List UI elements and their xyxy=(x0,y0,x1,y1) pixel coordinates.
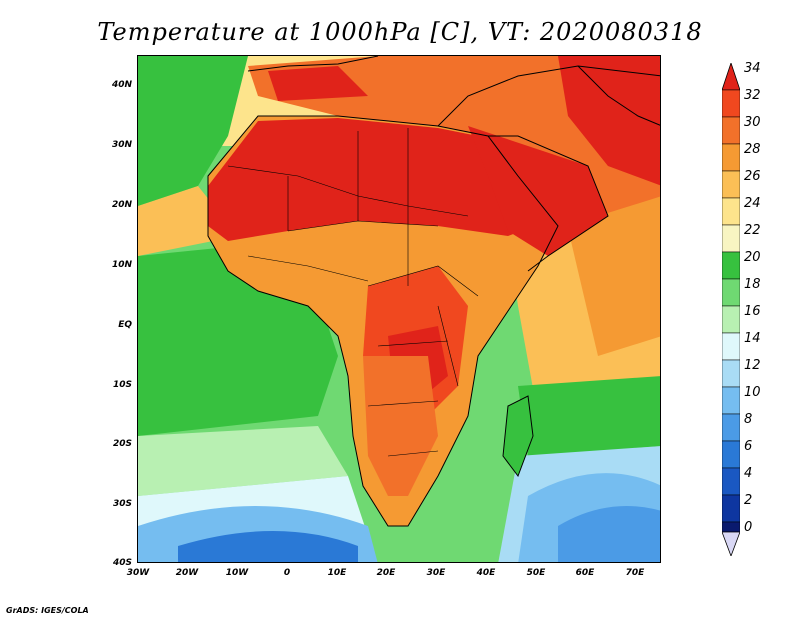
colorbar-16-18 xyxy=(722,305,740,334)
y-tick-30n: 30N xyxy=(111,140,132,150)
colorbar-label-0: 0 xyxy=(744,520,753,535)
colorbar-2-4 xyxy=(722,494,740,523)
colorbar-label-34: 34 xyxy=(744,61,761,76)
colorbar-4-6 xyxy=(722,467,740,496)
y-tick-10s: 10S xyxy=(112,380,132,390)
colorbar-label-6: 6 xyxy=(744,439,753,454)
colorbar-label-24: 24 xyxy=(744,196,761,211)
x-tick-30e: 30E xyxy=(426,568,446,578)
colorbar-label-30: 30 xyxy=(744,115,761,130)
colorbar-8-10 xyxy=(722,413,740,442)
y-tick-30s: 30S xyxy=(112,499,132,509)
colorbar-label-8: 8 xyxy=(744,412,753,427)
colorbar-label-22: 22 xyxy=(744,223,761,238)
x-tick-40e: 40E xyxy=(476,568,496,578)
colorbar-label-20: 20 xyxy=(744,250,761,265)
colorbar xyxy=(722,63,740,556)
y-tick-eq: EQ xyxy=(118,320,132,330)
colorbar-12-14 xyxy=(722,359,740,388)
colorbar-label-14: 14 xyxy=(744,331,761,346)
y-tick-10n: 10N xyxy=(111,260,132,270)
credit-text: GrADS: IGES/COLA xyxy=(6,606,89,615)
x-tick-60e: 60E xyxy=(575,568,595,578)
y-tick-20n: 20N xyxy=(111,200,132,210)
x-tick-50e: 50E xyxy=(526,568,546,578)
colorbar-24-26 xyxy=(722,197,740,226)
x-tick-0: 0 xyxy=(283,568,291,578)
colorbar-label-26: 26 xyxy=(744,169,761,184)
map-graphic xyxy=(138,56,660,562)
colorbar-28-30 xyxy=(722,143,740,172)
colorbar-22-24 xyxy=(722,224,740,253)
y-tick-20s: 20S xyxy=(112,439,132,449)
colorbar-30-32 xyxy=(722,116,740,145)
y-tick-40n: 40N xyxy=(111,80,132,90)
x-tick-10e: 10E xyxy=(327,568,347,578)
x-tick-10w: 10W xyxy=(225,568,249,578)
colorbar-bottom-arrow xyxy=(722,531,740,556)
colorbar-26-28 xyxy=(722,170,740,199)
colorbar-label-4: 4 xyxy=(744,466,753,481)
colorbar-label-12: 12 xyxy=(744,358,761,373)
temperature-map xyxy=(137,55,661,563)
x-tick-30w: 30W xyxy=(126,568,150,578)
colorbar-18-20 xyxy=(722,278,740,307)
colorbar-label-10: 10 xyxy=(744,385,761,400)
colorbar-0-2 xyxy=(722,521,740,533)
colorbar-label-28: 28 xyxy=(744,142,761,157)
colorbar-14-16 xyxy=(722,332,740,361)
colorbar-10-12 xyxy=(722,386,740,415)
x-tick-20e: 20E xyxy=(376,568,396,578)
x-tick-70e: 70E xyxy=(625,568,645,578)
x-tick-20w: 20W xyxy=(175,568,199,578)
colorbar-top-arrow xyxy=(722,63,740,91)
colorbar-label-16: 16 xyxy=(744,304,761,319)
colorbar-label-18: 18 xyxy=(744,277,761,292)
colorbar-label-32: 32 xyxy=(744,88,761,103)
colorbar-32-34 xyxy=(722,89,740,118)
colorbar-20-22 xyxy=(722,251,740,280)
colorbar-label-2: 2 xyxy=(744,493,753,508)
y-tick-40s: 40S xyxy=(112,558,132,568)
map-title: Temperature at 1000hPa [C], VT: 20200803… xyxy=(97,18,703,46)
colorbar-6-8 xyxy=(722,440,740,469)
